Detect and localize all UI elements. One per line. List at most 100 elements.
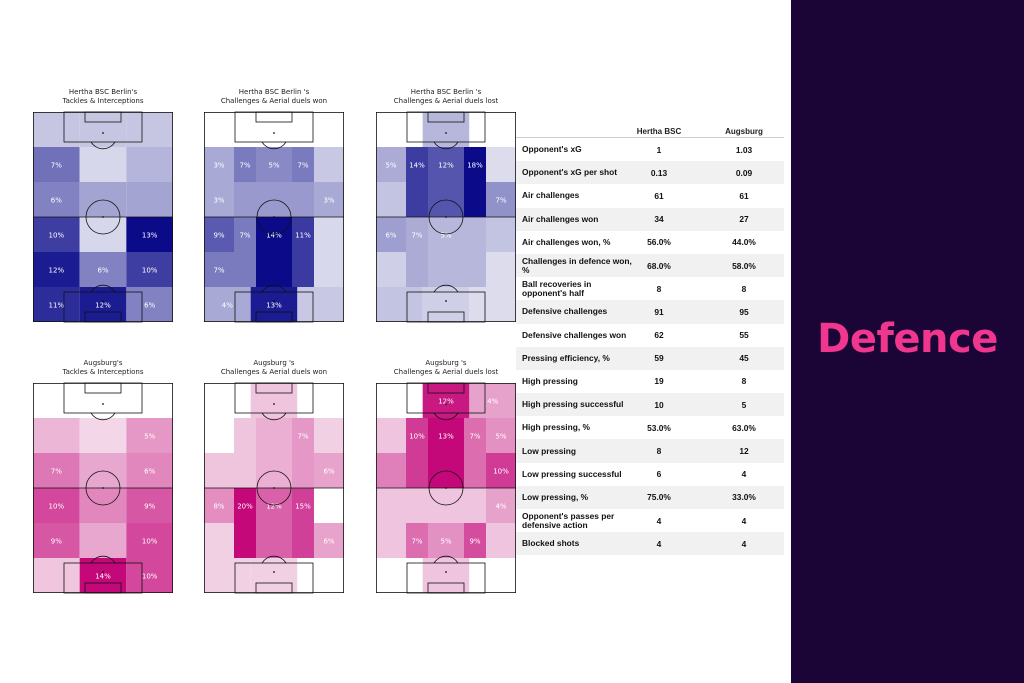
heat-cell — [486, 453, 516, 488]
pitch-heatmap: 5% 7% 6% 10% 9% 9% 10% 14% 10% — [33, 382, 173, 594]
hertha-value: 53.0% — [647, 422, 671, 433]
heat-cell — [204, 418, 234, 453]
heat-cell — [428, 147, 464, 182]
bottom-six-yard-box — [84, 311, 122, 323]
cell-value-label: 3% — [323, 197, 334, 205]
heat-cell — [79, 453, 127, 488]
heat-cell — [79, 182, 127, 217]
augsburg-value: 27 — [739, 214, 749, 225]
bottom-penalty-spot — [273, 571, 275, 573]
heat-cell — [126, 147, 173, 182]
defence-stats-table: Hertha BSC Augsburg Opponent's xG 1 1.03 Op… — [516, 124, 784, 556]
centre-circle — [256, 199, 292, 235]
heat-cell — [469, 112, 516, 147]
cell-value-label: 7% — [297, 433, 308, 441]
table-row: Opponent's xG 1 1.03 — [516, 138, 784, 161]
heat-cell — [422, 383, 470, 418]
cell-value-label: 14% — [409, 162, 425, 170]
table-header: Hertha BSC Augsburg — [516, 124, 784, 138]
cell-value-label: 4% — [487, 398, 498, 406]
top-penalty-spot — [445, 132, 447, 134]
cell-value-label: 10% — [142, 573, 158, 581]
heat-cell — [464, 488, 486, 523]
augsburg-value: 0.09 — [735, 167, 753, 178]
heat-cell — [422, 287, 470, 322]
hertha-value: 0.13 — [650, 167, 668, 178]
chart-title: Hertha BSC Berlin's Tackles & Interceptio… — [62, 88, 144, 105]
heat-cell — [314, 453, 344, 488]
bottom-penalty-arc — [261, 555, 287, 564]
augsburg-value: 44.0% — [732, 237, 756, 248]
heat-cell — [126, 523, 173, 558]
heat-cell — [428, 252, 464, 287]
chart-title: Augsburg 's Challenges & Aerial duels los… — [393, 359, 499, 376]
heat-cell — [314, 217, 344, 252]
cell-value-label: 12% — [266, 503, 282, 511]
pitch-markings — [204, 111, 344, 323]
heat-cell — [234, 523, 256, 558]
heat-cell — [234, 418, 256, 453]
heat-cell — [292, 147, 314, 182]
cell-value-label: 9% — [469, 538, 480, 546]
cell-value-label: 7% — [51, 162, 62, 170]
cell-value-label: 6% — [144, 468, 155, 476]
stat-label: Defensive challenges — [522, 306, 608, 317]
chart-title: Augsburg's Tackles & Interceptions — [62, 359, 144, 376]
heat-cell — [406, 217, 428, 252]
column-header-augsburg: Augsburg — [725, 127, 763, 136]
augsburg-value: 8 — [741, 376, 747, 387]
augsburg-value: 58.0% — [732, 260, 756, 271]
top-penalty-arc — [433, 141, 459, 150]
augsburg-value: 63.0% — [732, 422, 756, 433]
heat-cell — [126, 287, 173, 322]
top-six-yard-box — [84, 111, 122, 123]
bottom-six-yard-box — [84, 582, 122, 594]
heat-cell — [33, 287, 80, 322]
cell-value-label: 9% — [51, 538, 62, 546]
cell-value-label: 14% — [95, 573, 111, 581]
cell-value-label: 13% — [266, 302, 282, 310]
table-row: Defensive challenges 91 95 — [516, 300, 784, 324]
top-penalty-spot — [273, 132, 275, 134]
heat-cell — [204, 453, 234, 488]
heat-cell — [376, 182, 406, 217]
pitch-heatmap: 7% 6% 10% 13% 12% 6% 10% 11% 12% 6% — [33, 111, 173, 323]
centre-circle — [428, 199, 464, 235]
heat-cell — [33, 488, 80, 523]
heat-cell — [204, 147, 234, 182]
heat-cell — [469, 558, 516, 593]
cell-value-label: 7% — [239, 162, 250, 170]
heat-cell — [314, 182, 344, 217]
heat-cell — [256, 523, 292, 558]
heat-cell — [406, 418, 428, 453]
cell-value-label: 7% — [297, 162, 308, 170]
heat-cell — [33, 182, 80, 217]
heat-cell — [256, 147, 292, 182]
heat-cell — [126, 453, 173, 488]
top-six-yard-box — [255, 111, 293, 123]
heat-cell — [256, 418, 292, 453]
top-six-yard-box — [255, 382, 293, 394]
column-header-hertha: Hertha BSC — [636, 127, 682, 136]
top-penalty-arc — [90, 412, 116, 421]
augsburg-value: 8 — [741, 283, 747, 294]
centre-spot — [102, 216, 104, 218]
augsburg-value: 95 — [739, 306, 749, 317]
cell-value-label: 5% — [440, 232, 451, 240]
heat-cell — [314, 523, 344, 558]
cell-value-label: 10% — [142, 267, 158, 275]
heat-cell — [204, 523, 234, 558]
heat-cell — [314, 252, 344, 287]
cell-value-label: 12% — [49, 267, 65, 275]
hertha-value: 8 — [656, 446, 662, 457]
top-penalty-spot — [102, 132, 104, 134]
centre-spot — [102, 487, 104, 489]
augsburg-value: 33.0% — [732, 492, 756, 503]
cell-value-label: 5% — [144, 433, 155, 441]
hertha-value: 10 — [654, 399, 664, 410]
heat-cell — [204, 182, 234, 217]
heat-cell — [376, 112, 423, 147]
top-six-yard-box — [427, 382, 465, 394]
hertha-value: 59 — [654, 353, 664, 364]
cell-value-label: 10% — [409, 433, 425, 441]
